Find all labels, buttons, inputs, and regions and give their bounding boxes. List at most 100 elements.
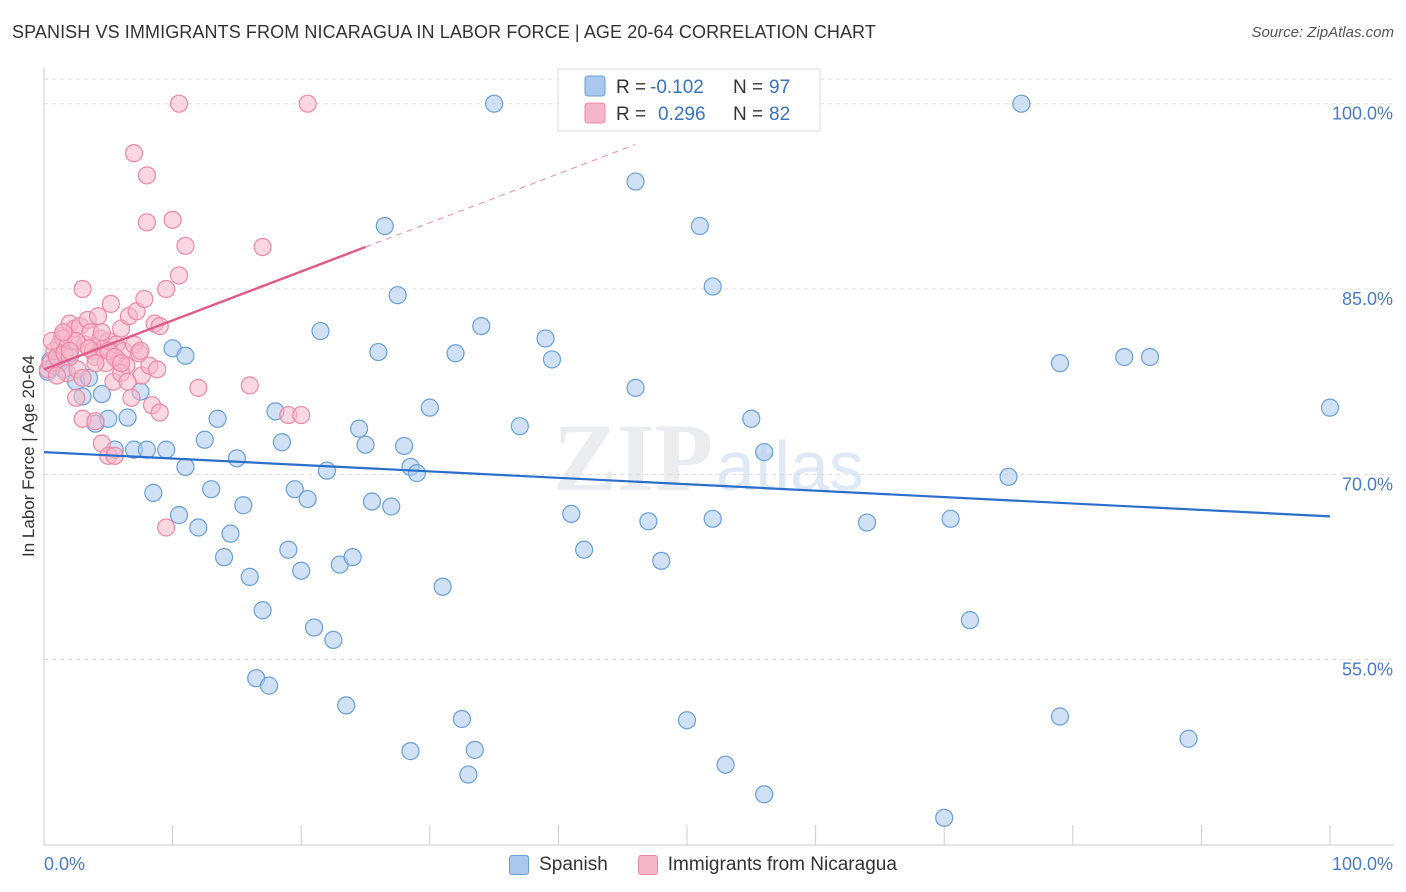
point-spanish (92, 384, 111, 404)
point-spanish (324, 630, 343, 650)
point-spanish (536, 329, 555, 348)
point-nicaragua (86, 354, 105, 373)
y-tick-label: 100.0% (1332, 104, 1393, 124)
point-nicaragua (240, 376, 259, 395)
legend-r-label-spanish: R = (616, 77, 646, 98)
point-spanish (755, 785, 774, 804)
trend-line-nicaragua (43, 245, 366, 371)
point-spanish (356, 435, 375, 454)
point-spanish (375, 216, 394, 236)
point-spanish (639, 512, 658, 531)
point-spanish (208, 409, 227, 428)
point-spanish (362, 492, 382, 511)
point-spanish (401, 742, 420, 761)
point-spanish (935, 808, 954, 827)
point-spanish (1140, 347, 1160, 367)
y-tick-label: 70.0% (1342, 474, 1393, 494)
point-spanish (465, 740, 484, 759)
point-spanish (253, 601, 272, 620)
chart-source: Source: ZipAtlas.com (1251, 24, 1394, 41)
point-nicaragua (47, 366, 66, 385)
point-spanish (292, 561, 311, 580)
point-spanish (337, 696, 356, 715)
chart-title: SPANISH VS IMMIGRANTS FROM NICARAGUA IN … (12, 22, 876, 42)
point-nicaragua (253, 237, 272, 257)
point-spanish (144, 483, 163, 502)
point-spanish (999, 467, 1018, 486)
series-legend: Spanish Immigrants from Nicaragua (0, 850, 1406, 880)
point-spanish (227, 449, 246, 468)
legend-label-spanish: Spanish (539, 854, 608, 875)
legend-item-spanish: Spanish (509, 854, 608, 876)
point-nicaragua (189, 378, 208, 397)
point-nicaragua (292, 405, 311, 425)
point-spanish (279, 540, 298, 559)
point-nicaragua (112, 354, 131, 373)
point-spanish (176, 457, 195, 477)
point-nicaragua (122, 388, 141, 407)
point-spanish (394, 436, 414, 456)
point-spanish (690, 216, 709, 236)
point-spanish (304, 618, 324, 637)
point-nicaragua (92, 323, 111, 342)
axes (43, 68, 1394, 846)
y-axis-label: In Labor Force | Age 20-64 (19, 355, 38, 557)
y-tick-label: 55.0% (1342, 660, 1393, 680)
point-spanish (176, 346, 195, 365)
point-nicaragua (118, 372, 137, 391)
point-spanish (703, 509, 722, 528)
point-spanish (189, 518, 208, 537)
point-spanish (1012, 94, 1031, 113)
point-spanish (677, 711, 697, 730)
point-nicaragua (169, 94, 189, 113)
legend-swatch-nicaragua (584, 102, 606, 124)
point-spanish (542, 350, 562, 369)
legend-swatch-spanish (584, 75, 606, 97)
point-spanish (459, 765, 478, 784)
point-spanish (562, 504, 581, 523)
point-spanish (388, 286, 407, 305)
legend-n-label-spanish: N = (733, 77, 763, 98)
point-nicaragua (148, 360, 167, 379)
point-spanish (626, 172, 645, 191)
x-tick-label: 100.0% (1332, 854, 1393, 874)
point-spanish (221, 524, 240, 543)
legend-swatch-spanish-bottom (509, 855, 530, 875)
point-spanish (433, 577, 452, 596)
point-spanish (652, 551, 671, 570)
point-nicaragua (157, 279, 176, 299)
point-nicaragua (54, 323, 73, 342)
legend-item-nicaragua: Immigrants from Nicaragua (637, 854, 897, 876)
point-spanish (157, 440, 176, 459)
point-spanish (510, 417, 529, 436)
point-spanish (369, 342, 388, 362)
point-spanish (317, 461, 337, 480)
point-spanish (716, 755, 735, 774)
legend-r-value-spanish: -0.102 (650, 77, 704, 98)
watermark-zip: ZIP (553, 404, 713, 511)
legend-label-nicaragua: Immigrants from Nicaragua (667, 854, 897, 875)
point-nicaragua (169, 266, 189, 285)
x-tick-label: 0.0% (44, 854, 85, 874)
trend-line-nicaragua-extension (365, 143, 636, 248)
point-spanish (272, 433, 292, 452)
tick-labels: 55.0% 70.0% 85.0% 100.0% 0.0% 100.0% (44, 104, 1393, 874)
trend-lines (43, 143, 1331, 518)
point-spanish (420, 398, 439, 417)
point-spanish (195, 430, 214, 449)
point-nicaragua (73, 279, 92, 299)
point-nicaragua (176, 236, 195, 255)
legend-swatch-nicaragua-bottom (637, 855, 658, 875)
point-spanish (1050, 354, 1070, 373)
point-spanish (298, 489, 317, 509)
point-spanish (407, 464, 427, 483)
point-nicaragua (137, 213, 156, 232)
point-spanish (446, 344, 465, 363)
point-nicaragua (124, 144, 144, 163)
y-tick-label: 85.0% (1342, 289, 1393, 309)
point-nicaragua (137, 166, 156, 185)
point-spanish (343, 548, 362, 567)
point-spanish (214, 548, 234, 567)
point-spanish (960, 611, 980, 630)
